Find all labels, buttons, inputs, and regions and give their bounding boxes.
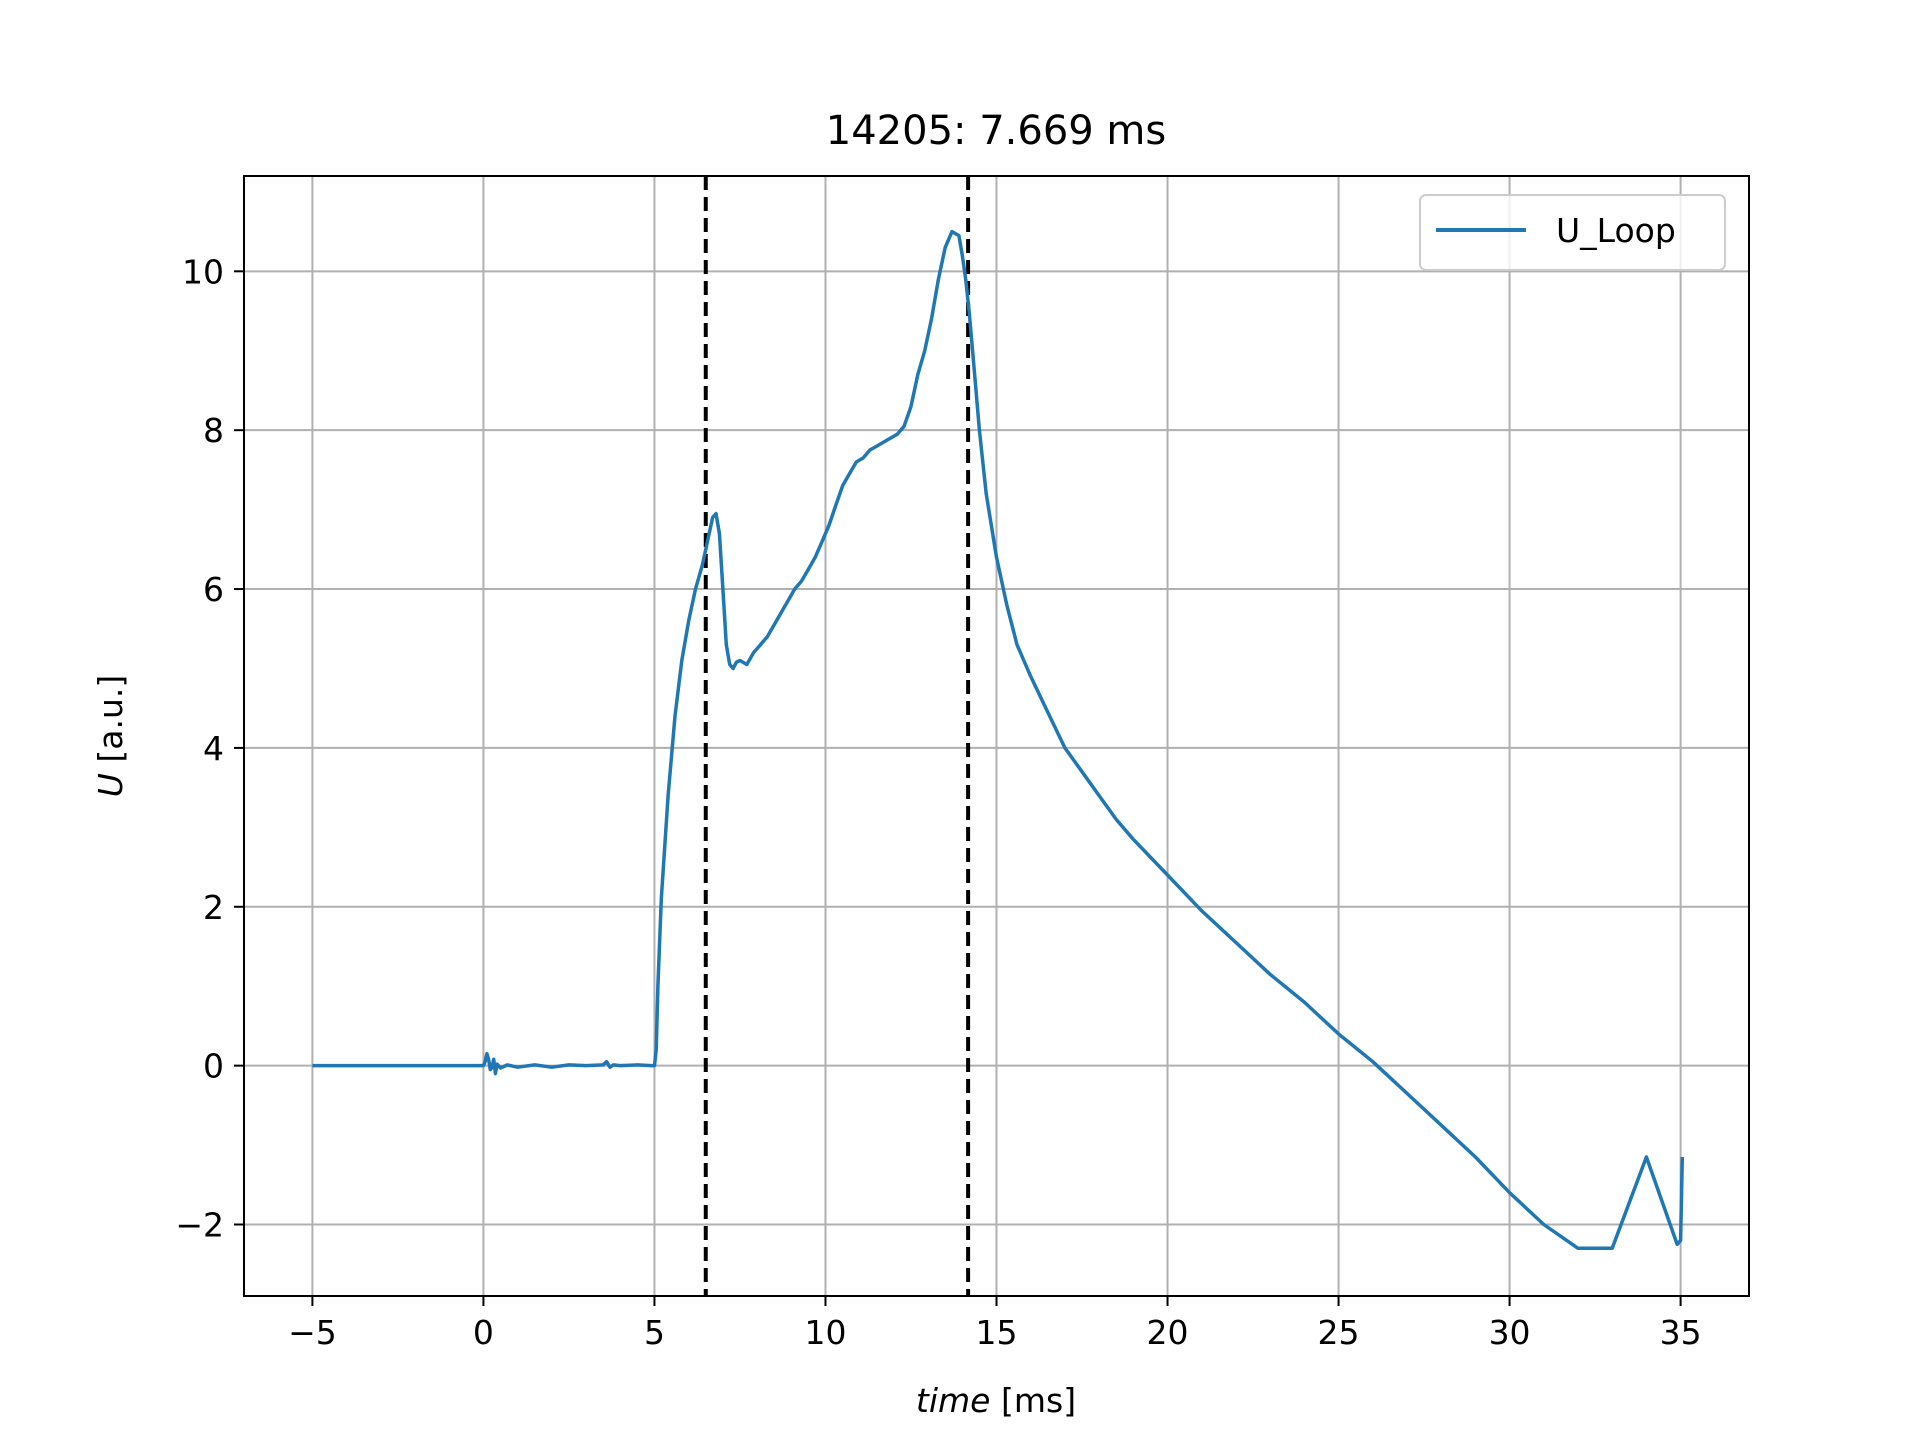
y-axis: −2 0 2 4 6 8 10 [175, 252, 244, 1245]
y-tick-label: 10 [182, 252, 224, 291]
y-tick-label: 2 [203, 888, 224, 927]
x-tick-label: −5 [288, 1313, 337, 1352]
y-axis-label-var: U [91, 773, 130, 797]
grid [244, 176, 1749, 1296]
x-tick-label: 20 [1147, 1313, 1189, 1352]
legend-label-u-loop: U_Loop [1556, 211, 1676, 250]
x-tick-label: 10 [804, 1313, 846, 1352]
series-line-u-loop [312, 229, 1685, 1251]
y-axis-label-unit: [a.u.] [91, 675, 130, 773]
y-axis-label: U [a.u.] [91, 675, 130, 798]
x-tick-label: 0 [473, 1313, 494, 1352]
y-tick-label: 0 [203, 1047, 224, 1086]
legend-box [1419, 194, 1726, 271]
x-axis: −5 0 5 10 15 20 25 30 35 [288, 1296, 1702, 1352]
y-tick-label: 8 [203, 411, 224, 450]
x-axis-label-var: time [916, 1381, 991, 1420]
x-tick-label: 30 [1489, 1313, 1531, 1352]
series-layer [312, 229, 1685, 1251]
chart-title: 14205: 7.669 ms [826, 108, 1166, 154]
x-tick-label: 5 [644, 1313, 665, 1352]
x-tick-label: 15 [976, 1313, 1018, 1352]
x-tick-label: 25 [1318, 1313, 1360, 1352]
y-tick-label: −2 [175, 1206, 224, 1245]
y-tick-label: 6 [203, 570, 224, 609]
x-tick-label: 35 [1660, 1313, 1702, 1352]
x-axis-label: time [ms] [916, 1381, 1076, 1420]
y-tick-label: 4 [203, 729, 224, 768]
vertical-markers [703, 176, 971, 1296]
legend: U_Loop [1419, 194, 1726, 271]
x-axis-label-unit: [ms] [990, 1381, 1076, 1420]
